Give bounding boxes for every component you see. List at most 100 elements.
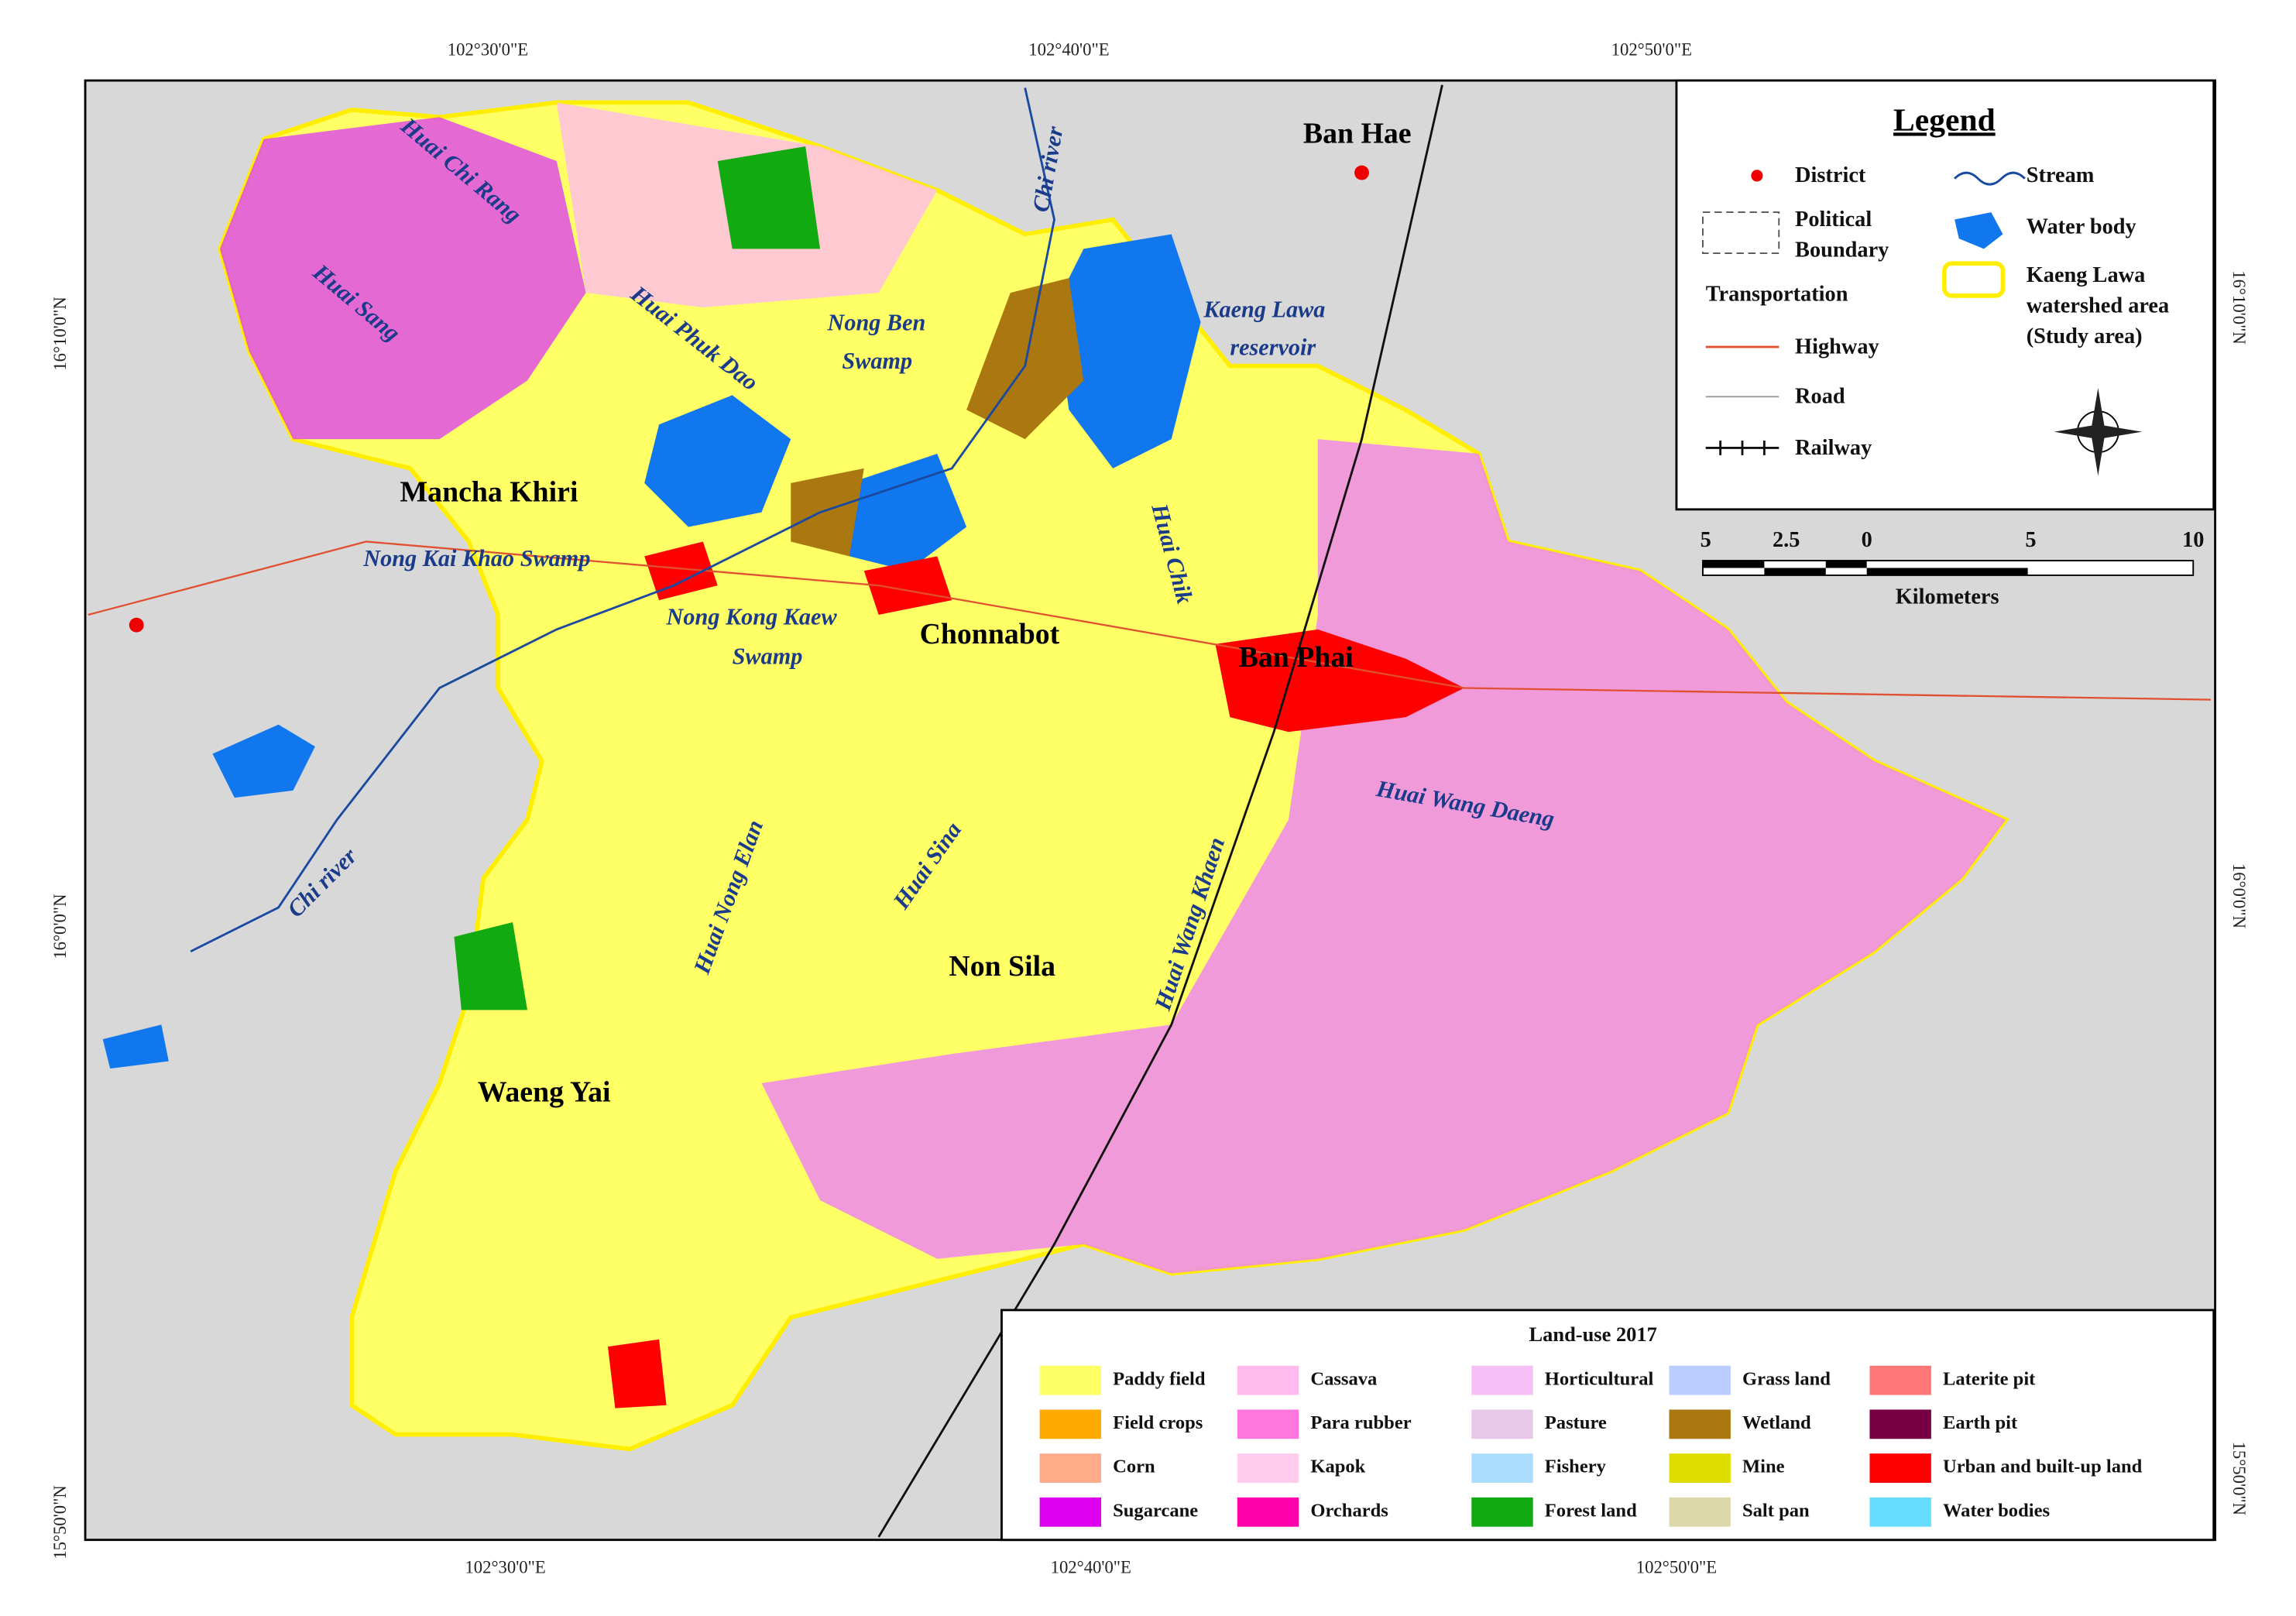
place-label: Mancha Khiri — [400, 476, 578, 509]
land-use-swatch — [1869, 1409, 1931, 1439]
land-use-label: Para rubber — [1310, 1412, 1411, 1433]
legend-symbol — [1705, 441, 1779, 455]
legend-label: Kaeng Lawa — [2027, 263, 2146, 287]
legend-label: Transportation — [1706, 282, 1848, 306]
land-use-label: Laterite pit — [1943, 1368, 2036, 1389]
legend-symbol — [1954, 171, 2026, 186]
magenta-nw — [219, 117, 586, 440]
river — [190, 87, 1055, 953]
legend-label: (Study area) — [2027, 324, 2143, 348]
scale-unit: Kilometers — [1896, 585, 1999, 609]
land-use-label: Horticultural — [1545, 1368, 1654, 1389]
legend-symbol — [1942, 261, 2006, 298]
district-point — [129, 617, 144, 633]
coord-label: 16°0'0"N — [2229, 863, 2249, 928]
scale-label: 5 — [2025, 528, 2036, 552]
land-use-label: Forest land — [1545, 1500, 1637, 1521]
coord-label: 15°50'0"N — [2229, 1442, 2249, 1515]
land-use-swatch — [1869, 1497, 1931, 1527]
legend-label: watershed area — [2027, 293, 2169, 317]
legend-symbol — [1751, 170, 1763, 182]
district-point — [1354, 165, 1369, 180]
land-use-label: Grass land — [1742, 1368, 1831, 1389]
land-use-label: Orchards — [1310, 1500, 1388, 1521]
water-label: Nong Kong Kaew — [666, 604, 838, 630]
land-use-swatch — [1237, 1453, 1299, 1483]
legend-label: Boundary — [1795, 238, 1889, 262]
land-use-swatch — [1039, 1453, 1102, 1483]
water-body — [102, 1024, 169, 1069]
land-use-swatch — [1471, 1497, 1533, 1527]
place-label: Waeng Yai — [478, 1076, 611, 1109]
water-label: Swamp — [733, 643, 803, 670]
land-use-swatch — [1669, 1453, 1731, 1483]
land-use-swatch — [1237, 1365, 1299, 1395]
highway — [88, 540, 2211, 701]
land-use-label: Salt pan — [1742, 1500, 1810, 1521]
land-use-label: Urban and built-up land — [1943, 1456, 2143, 1477]
land-use-swatch — [1669, 1497, 1731, 1527]
scale-bar — [1702, 560, 2195, 576]
land-use-box — [1000, 1309, 2215, 1542]
coord-label: 102°50'0"E — [1611, 39, 1692, 59]
land-use-label: Water bodies — [1943, 1500, 2050, 1521]
coord-label: 16°10'0"N — [50, 297, 70, 370]
land-use-label: Pasture — [1545, 1412, 1607, 1433]
legend-label: Road — [1795, 385, 1845, 409]
coord-label: 102°40'0"E — [1051, 1558, 1131, 1577]
railway — [877, 84, 1443, 1538]
wetland — [966, 278, 1084, 440]
reservoir — [644, 395, 791, 527]
land-use-swatch — [1039, 1497, 1102, 1527]
magenta-east — [761, 439, 2006, 1274]
land-use-label: Kapok — [1310, 1456, 1365, 1477]
land-use-title: Land-use 2017 — [1529, 1323, 1656, 1346]
land-use-label: Field crops — [1113, 1412, 1203, 1433]
coord-label: 16°0'0"N — [50, 894, 70, 959]
legend-label: Highway — [1795, 335, 1879, 359]
land-use-swatch — [1039, 1409, 1102, 1439]
urban — [607, 1339, 667, 1408]
legend-label: Water body — [2027, 214, 2136, 238]
land-use-label: Cassava — [1310, 1368, 1377, 1389]
land-use-swatch — [1869, 1453, 1931, 1483]
water-body — [212, 724, 315, 798]
place-label: Ban Phai — [1239, 641, 1354, 674]
scale-label: 10 — [2182, 528, 2204, 552]
forest — [717, 146, 821, 249]
urban — [863, 556, 952, 615]
land-use-label: Earth pit — [1943, 1412, 2018, 1433]
legend-symbol — [1955, 212, 2003, 249]
scale-label: 0 — [1862, 528, 1872, 552]
land-use-label: Wetland — [1742, 1412, 1811, 1433]
legend-label: Stream — [2027, 163, 2095, 187]
land-use-label: Sugarcane — [1113, 1500, 1198, 1521]
place-label: Non Sila — [949, 950, 1055, 983]
scale-label: 5 — [1701, 528, 1711, 552]
water-label: Kaeng Lawa — [1203, 297, 1325, 323]
coord-label: 102°30'0"E — [448, 39, 528, 59]
place-label: Ban Hae — [1303, 117, 1412, 149]
coord-label: 16°10'0"N — [2229, 270, 2249, 344]
water-label: Swamp — [842, 348, 912, 374]
coord-label: 102°50'0"E — [1636, 1558, 1717, 1577]
reservoir — [1054, 234, 1201, 468]
land-use-swatch — [1669, 1409, 1731, 1439]
legend-label: District — [1795, 163, 1866, 187]
water-label: Nong Kai Khao Swamp — [362, 545, 590, 571]
land-use-label: Paddy field — [1113, 1368, 1206, 1389]
water-label: Nong Ben — [827, 310, 926, 336]
land-use-swatch — [1237, 1497, 1299, 1527]
legend-title: Legend — [1893, 101, 1996, 137]
coord-label: 102°40'0"E — [1028, 39, 1109, 59]
coord-label: 102°30'0"E — [465, 1558, 545, 1577]
land-use-swatch — [1039, 1365, 1102, 1395]
north-arrow — [2054, 387, 2143, 476]
land-use-swatch — [1471, 1409, 1533, 1439]
land-use-swatch — [1471, 1453, 1533, 1483]
reservoir — [849, 454, 967, 571]
land-use-label: Mine — [1742, 1456, 1785, 1477]
land-use-label: Fishery — [1545, 1456, 1607, 1477]
land-use-swatch — [1471, 1365, 1533, 1395]
